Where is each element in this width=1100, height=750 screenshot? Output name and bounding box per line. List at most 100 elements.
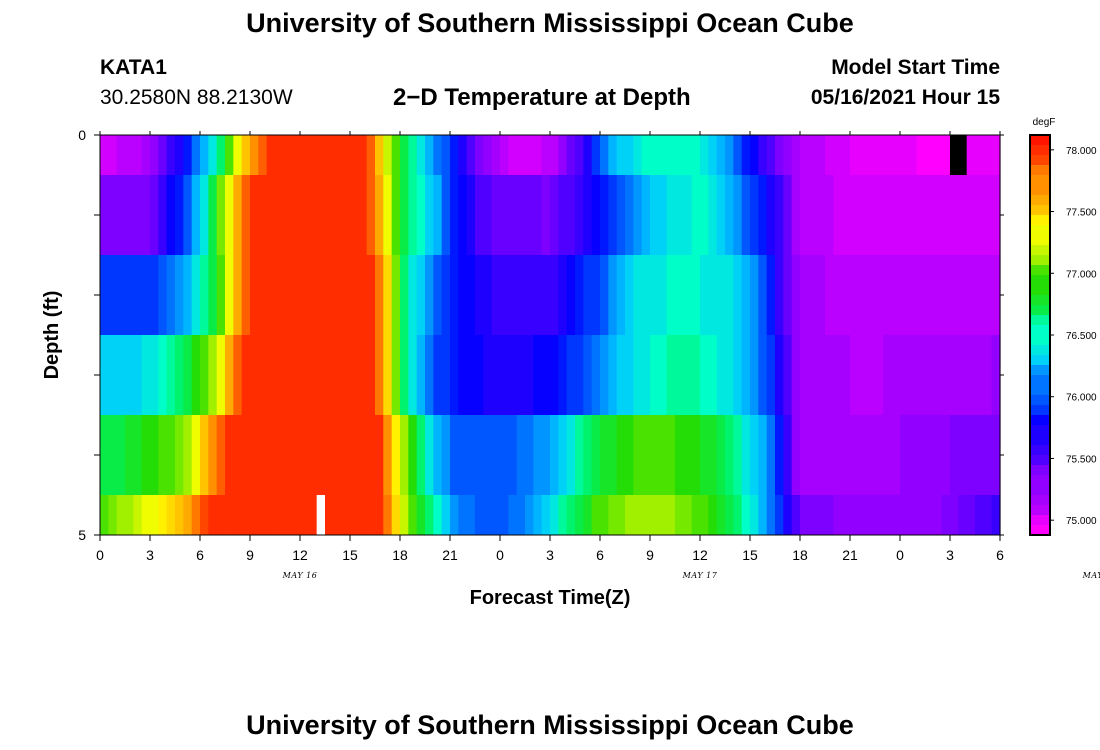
heatmap-cell [683, 175, 693, 255]
heatmap-cell [958, 255, 968, 335]
heatmap-cell [583, 415, 593, 495]
heatmap-cell [191, 495, 201, 535]
colorbar-swatch [1030, 455, 1050, 466]
heatmap-cell [225, 135, 234, 175]
heatmap-cell [591, 495, 601, 535]
heatmap-cell [425, 335, 434, 415]
heatmap-cell [183, 255, 193, 335]
heatmap-cell [258, 175, 268, 255]
heatmap-cell [508, 495, 518, 535]
heatmap-cell [333, 495, 343, 535]
heatmap-cell [233, 175, 243, 255]
heatmap-cell [258, 135, 268, 175]
heatmap-cell [558, 255, 568, 335]
heatmap-cell [841, 335, 851, 415]
heatmap-cell [383, 255, 393, 335]
heatmap-cell [366, 415, 376, 495]
heatmap-cell [550, 255, 559, 335]
heatmap-cell [650, 335, 659, 415]
heatmap-cell [208, 255, 218, 335]
heatmap-cell [316, 255, 326, 335]
x-tick-label: 21 [442, 547, 458, 563]
heatmap-cell [150, 135, 159, 175]
heatmap-cell [908, 255, 918, 335]
heatmap-cell [408, 175, 418, 255]
heatmap-cell [325, 415, 334, 495]
heatmap-cell [941, 335, 951, 415]
colorbar-swatch [1030, 195, 1050, 206]
heatmap-cell [775, 335, 784, 415]
heatmap-cell [233, 495, 243, 535]
heatmap-cell [625, 335, 634, 415]
heatmap-cell [525, 255, 534, 335]
heatmap-cell [716, 335, 726, 415]
heatmap-cell [833, 175, 843, 255]
heatmap-cell [766, 255, 776, 335]
heatmap-cell [658, 335, 668, 415]
heatmap-cell [791, 135, 801, 175]
heatmap-cell [383, 335, 393, 415]
heatmap-cell [575, 135, 584, 175]
colorbar-swatch [1030, 285, 1050, 296]
heatmap-cell [716, 495, 726, 535]
heatmap-row [100, 255, 1001, 335]
heatmap-cell [691, 255, 701, 335]
heatmap-cell [258, 255, 268, 335]
heatmap-cell [308, 335, 318, 415]
heatmap-cell [200, 335, 209, 415]
x-tick-label: 12 [292, 547, 308, 563]
heatmap-cell [375, 255, 384, 335]
heatmap-cell [966, 135, 976, 175]
heatmap-cell [166, 135, 176, 175]
heatmap-cell [600, 335, 609, 415]
heatmap-cell [875, 495, 884, 535]
heatmap-cell [250, 495, 259, 535]
heatmap-cell [300, 415, 309, 495]
heatmap-cell [300, 175, 309, 255]
colorbar-swatch [1030, 275, 1050, 286]
heatmap-cell [333, 255, 343, 335]
x-tick-label: 15 [742, 547, 758, 563]
heatmap-cell [250, 175, 259, 255]
heatmap-cell [425, 255, 434, 335]
x-tick-label: 9 [646, 547, 654, 563]
heatmap-cell [416, 175, 426, 255]
y-axis-label: Depth (ft) [41, 291, 63, 380]
heatmap-cell [341, 335, 351, 415]
heatmap-cell [833, 335, 843, 415]
heatmap-cell [250, 335, 259, 415]
heatmap-cell [150, 495, 159, 535]
heatmap-cell [133, 135, 143, 175]
heatmap-cell [366, 135, 376, 175]
heatmap-cell [891, 255, 901, 335]
heatmap-cell [891, 335, 901, 415]
heatmap-cell [408, 495, 418, 535]
heatmap-cell [200, 175, 209, 255]
colorbar-swatch [1030, 295, 1050, 306]
heatmap-cell [983, 135, 993, 175]
heatmap-cell [925, 255, 934, 335]
x-tick-label: 18 [792, 547, 808, 563]
heatmap-cell [125, 335, 134, 415]
heatmap-cell [916, 135, 926, 175]
heatmap-cell [125, 415, 134, 495]
heatmap-cell [508, 415, 518, 495]
heatmap-cell [825, 175, 834, 255]
colorbar-swatch [1030, 175, 1050, 186]
heatmap-cell [508, 335, 518, 415]
heatmap-cell [666, 495, 676, 535]
heatmap-cell [783, 175, 793, 255]
heatmap-cell [650, 255, 659, 335]
heatmap-cell [900, 175, 909, 255]
heatmap-cell [941, 495, 951, 535]
heatmap-cell [925, 135, 934, 175]
heatmap-cell [433, 135, 443, 175]
heatmap-cell [800, 255, 809, 335]
heatmap-cell [950, 255, 959, 335]
heatmap-cell [358, 255, 368, 335]
heatmap-cell [100, 415, 109, 495]
colorbar-swatch [1030, 345, 1050, 356]
colorbar-swatch [1030, 505, 1050, 516]
station-coords: 30.2580N 88.2130W [100, 86, 293, 109]
heatmap-cell [750, 335, 759, 415]
